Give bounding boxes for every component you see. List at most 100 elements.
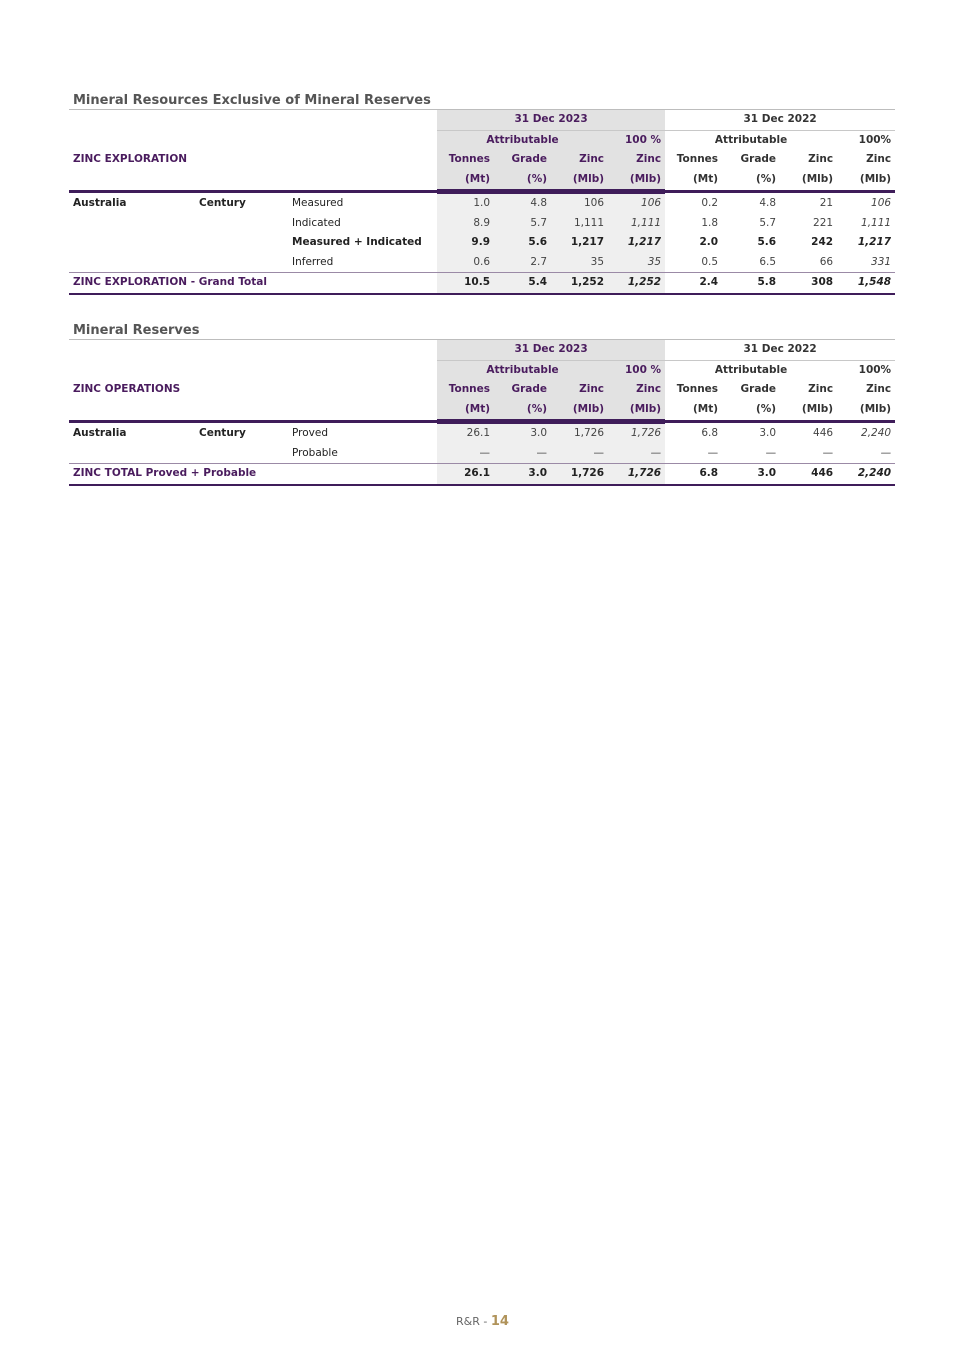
- category-cell: Probable: [292, 446, 338, 459]
- country-cell: [69, 233, 195, 253]
- value-cell: —: [880, 446, 892, 459]
- column-unit: (Mlb): [608, 169, 666, 194]
- header-period-row: 31 Dec 2023 31 Dec 2022: [69, 340, 896, 361]
- total-value-cell: 5.8: [722, 272, 781, 295]
- value-cell: 35: [551, 252, 609, 273]
- column-header: Zinc: [608, 150, 666, 170]
- column-unit: (Mlb): [780, 169, 838, 193]
- column-unit: (%): [722, 399, 781, 423]
- value-cell: 0.5: [701, 255, 719, 268]
- value-cell: —: [437, 443, 495, 464]
- total-value-cell: 2.4: [665, 272, 723, 295]
- value-cell: 1,111: [861, 216, 892, 229]
- period-prior: 31 Dec 2022: [665, 340, 896, 361]
- value-cell: 35: [608, 252, 666, 273]
- column-header: Zinc: [551, 380, 609, 400]
- table-row: Probable — — — — — — — —: [69, 443, 895, 464]
- column-unit: (Mlb): [837, 169, 896, 193]
- total-value-cell: 3.0: [722, 463, 781, 486]
- country-cell: [69, 253, 195, 273]
- column-unit: (Mt): [665, 169, 723, 193]
- value-cell: —: [608, 443, 666, 464]
- value-cell: 1,726: [608, 421, 666, 444]
- section-label: ZINC EXPLORATION: [73, 153, 188, 166]
- data-table: 31 Dec 2023 31 Dec 2022 Attributable 100 % A…: [69, 340, 896, 486]
- value-cell: —: [822, 446, 834, 459]
- total-value-cell: 1,252: [551, 272, 609, 295]
- attributable-current: Attributable: [437, 360, 609, 380]
- column-header: Zinc: [866, 153, 892, 166]
- value-cell: 6.8: [701, 426, 719, 439]
- column-header: Tonnes: [676, 153, 719, 166]
- value-cell: 6.5: [759, 255, 777, 268]
- total-value-cell: 1,726: [608, 463, 666, 486]
- table-title: Mineral Resources Exclusive of Mineral R…: [69, 93, 895, 110]
- header-blank: [69, 399, 438, 423]
- value-cell: 1.8: [701, 216, 719, 229]
- attributable-current: Attributable: [437, 130, 609, 150]
- country-cell: [69, 214, 195, 234]
- total-value-cell: 1,548: [837, 272, 896, 295]
- column-header: Grade: [494, 150, 552, 170]
- value-cell: 5.7: [759, 216, 777, 229]
- total-value-cell: 308: [780, 272, 838, 295]
- full-basis-current: 100 %: [608, 360, 666, 380]
- column-header: Zinc: [866, 383, 892, 396]
- column-header: Grade: [740, 153, 777, 166]
- country-cell: [69, 444, 195, 464]
- value-cell: 5.7: [494, 213, 552, 233]
- header-unit-row: (Mt) (%) (Mlb) (Mlb) (Mt) (%) (Mlb) (Mlb): [69, 169, 896, 194]
- data-table: 31 Dec 2023 31 Dec 2022 Attributable 100 % A…: [69, 110, 896, 295]
- category-cell: Indicated: [292, 216, 341, 229]
- total-value-cell: 10.5: [437, 272, 495, 295]
- value-cell: 1,111: [551, 213, 609, 233]
- header-unit-row: (Mt) (%) (Mlb) (Mlb) (Mt) (%) (Mlb) (Mlb): [69, 399, 896, 424]
- country-cell: Australia: [73, 196, 127, 209]
- footer-prefix: R&R -: [456, 1315, 491, 1328]
- header-basis-row: Attributable 100 % Attributable 100%: [69, 130, 895, 150]
- column-unit: (%): [494, 169, 552, 194]
- section-label: ZINC OPERATIONS: [73, 383, 181, 396]
- value-cell: 106: [871, 196, 892, 209]
- value-cell: 446: [813, 426, 834, 439]
- value-cell: 26.1: [437, 421, 495, 444]
- value-cell: —: [551, 443, 609, 464]
- total-label: ZINC EXPLORATION - Grand Total: [69, 272, 438, 295]
- header-column-row: ZINC OPERATIONS Tonnes Grade Zinc Zinc Tonnes…: [69, 380, 895, 400]
- total-value-cell: 446: [780, 463, 838, 486]
- header-blank: [69, 110, 437, 130]
- country-cell: Australia: [73, 426, 127, 439]
- column-unit: (Mlb): [551, 169, 609, 194]
- mine-cell: [195, 233, 288, 253]
- total-row: ZINC EXPLORATION - Grand Total 10.5 5.4 1,2…: [69, 272, 896, 295]
- value-cell: 0.6: [437, 252, 495, 273]
- mine-cell: [195, 444, 288, 464]
- column-unit: (%): [494, 399, 552, 424]
- column-header: Zinc: [808, 153, 834, 166]
- category-cell: Inferred: [292, 255, 334, 268]
- value-cell: 3.0: [759, 426, 777, 439]
- column-header: Zinc: [551, 150, 609, 170]
- column-header: Tonnes: [437, 380, 495, 400]
- table-row: Australia Century Measured 1.0 4.8 106 106 0.2 4…: [69, 191, 895, 214]
- mine-cell: Century: [199, 426, 246, 439]
- value-cell: —: [707, 446, 719, 459]
- attributable-prior: Attributable: [714, 133, 788, 146]
- table-row: Indicated 8.9 5.7 1,111 1,111 1.8 5.7 221 1,111: [69, 213, 895, 234]
- table-row: Measured + Indicated 9.9 5.6 1,217 1,217 2.0 5…: [69, 233, 895, 253]
- column-unit: (Mt): [437, 399, 495, 424]
- value-cell: 106: [551, 191, 609, 214]
- column-unit: (Mt): [665, 399, 723, 423]
- column-header: Grade: [740, 383, 777, 396]
- column-header: Tonnes: [676, 383, 719, 396]
- column-unit: (Mlb): [837, 399, 896, 423]
- total-value-cell: 2,240: [837, 463, 896, 486]
- header-blank: [69, 169, 438, 193]
- column-unit: (Mlb): [551, 399, 609, 424]
- value-cell: 106: [608, 191, 666, 214]
- header-basis-row: Attributable 100 % Attributable 100%: [69, 360, 895, 380]
- period-current: 31 Dec 2023: [437, 110, 666, 131]
- value-cell: 5.6: [757, 236, 777, 249]
- full-basis-prior: 100%: [858, 363, 892, 376]
- total-row: ZINC TOTAL Proved + Probable 26.1 3.0 1,726…: [69, 463, 896, 486]
